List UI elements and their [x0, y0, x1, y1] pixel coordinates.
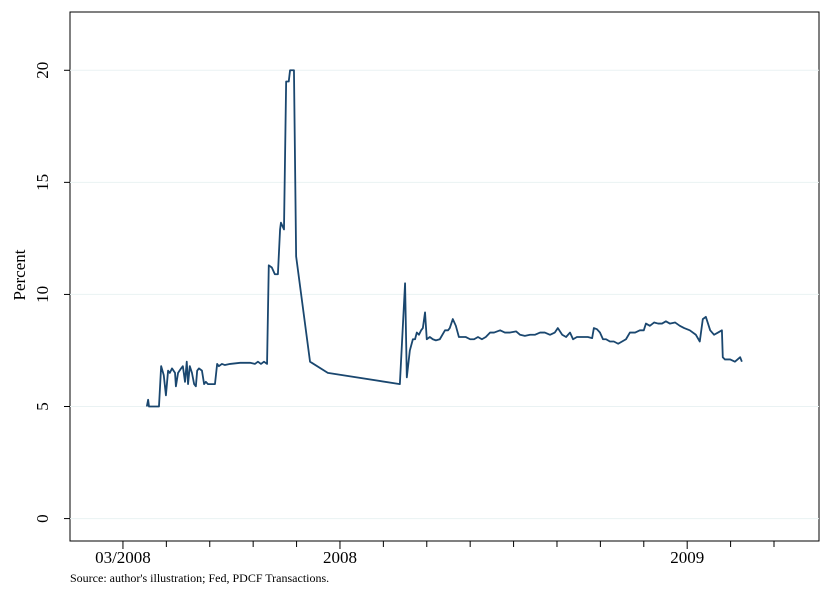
x-tick-label: 2009 [670, 548, 704, 567]
y-tick-label: 20 [33, 62, 52, 79]
data-line [145, 69, 743, 408]
y-axis-label: Percent [10, 249, 29, 300]
y-tick-label: 10 [33, 286, 52, 303]
y-tick-label: 5 [33, 402, 52, 411]
source-note: Source: author's illustration; Fed, PDCF… [70, 571, 329, 585]
x-tick-label: 2008 [323, 548, 357, 567]
y-tick-label: 15 [33, 174, 52, 191]
x-tick-label: 03/2008 [95, 548, 151, 567]
y-tick-label: 0 [33, 514, 52, 523]
plot-frame [69, 11, 820, 542]
